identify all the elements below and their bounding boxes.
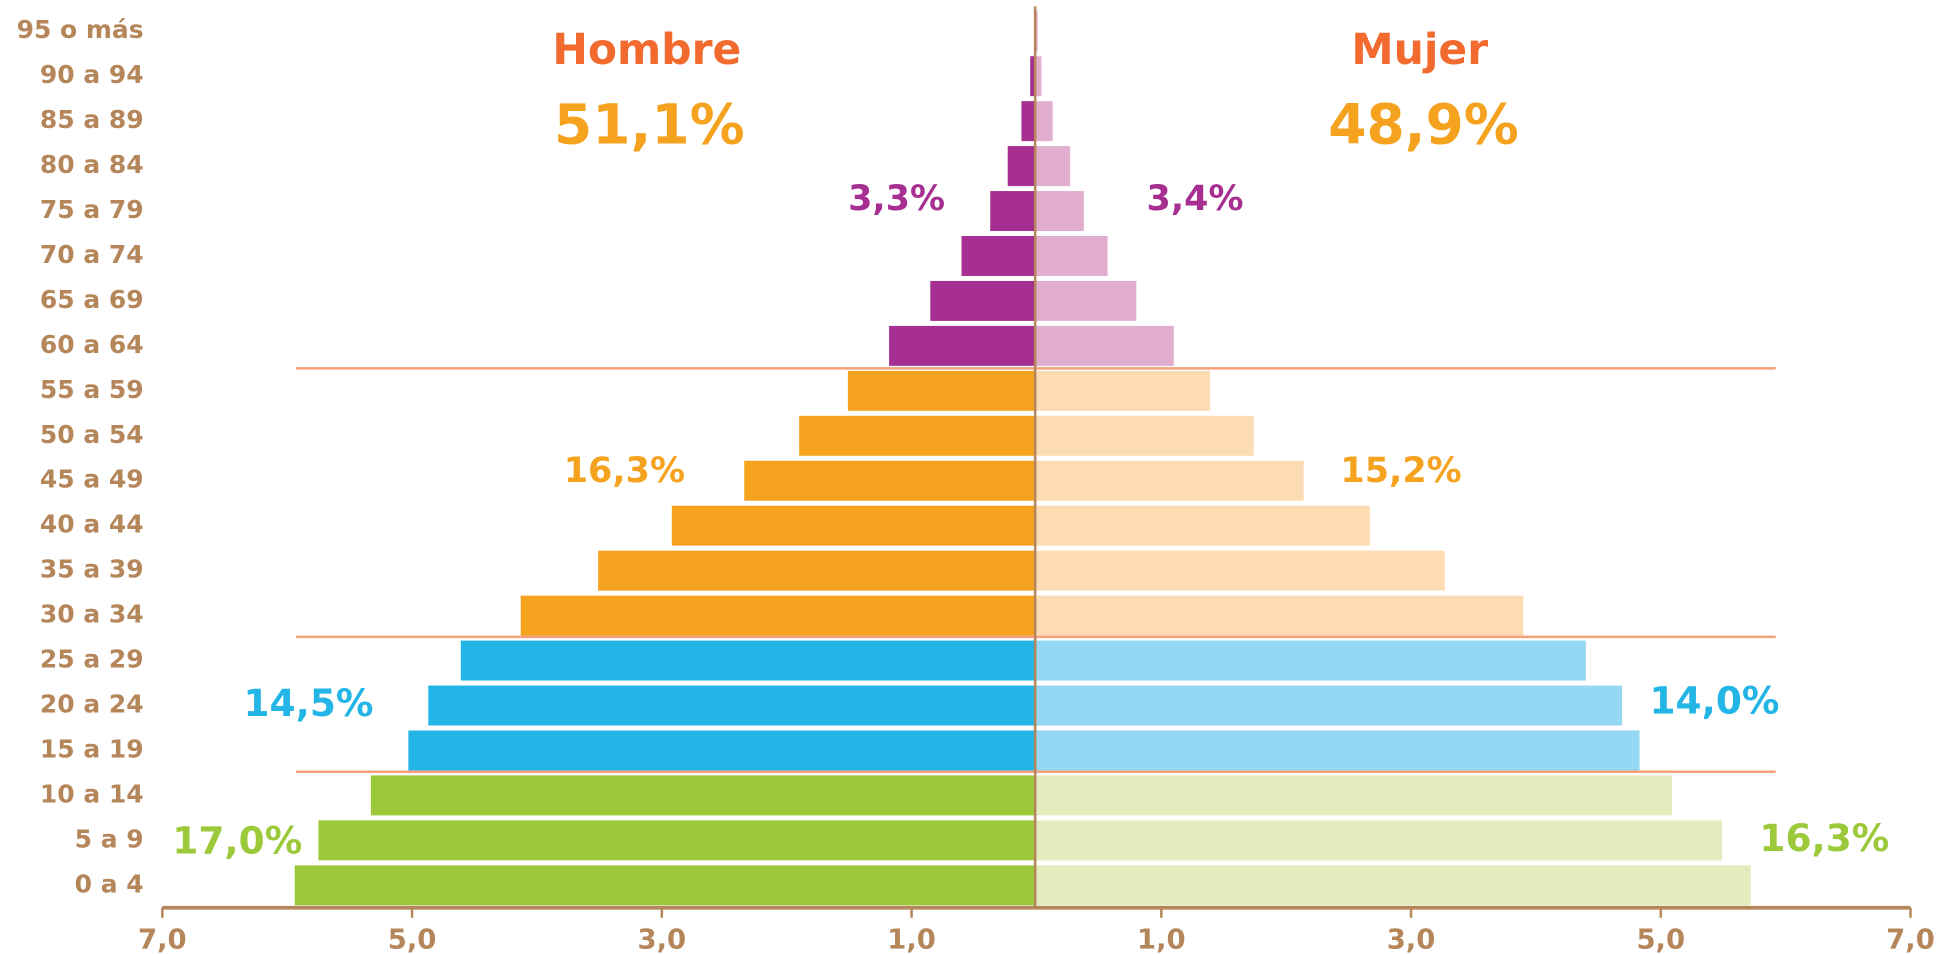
bar — [428, 685, 1036, 726]
bar — [1035, 550, 1445, 591]
bar — [1035, 460, 1304, 501]
x-tick-label: 5,0 — [388, 924, 437, 954]
bar — [671, 505, 1036, 546]
bar — [520, 595, 1036, 636]
annotation: 15,2% — [1340, 451, 1461, 491]
bar — [370, 775, 1036, 816]
bar — [799, 415, 1036, 456]
age-label: 15 a 19 — [40, 734, 144, 763]
annotation: 16,3% — [564, 451, 685, 491]
bar — [1035, 101, 1053, 142]
age-label: 5 a 9 — [75, 824, 144, 853]
age-label: 10 a 14 — [40, 779, 144, 808]
age-label: 25 a 29 — [40, 645, 144, 674]
bar — [1021, 101, 1036, 142]
x-tick-label: 3,0 — [1387, 924, 1436, 954]
age-label: 85 a 89 — [40, 105, 144, 134]
series-title: Hombre — [552, 26, 741, 75]
bar — [1035, 595, 1524, 636]
bar — [990, 191, 1036, 232]
x-tick-label: 7,0 — [138, 924, 187, 954]
bar — [1035, 415, 1254, 456]
annotation: 48,9% — [1328, 93, 1519, 157]
bar — [1035, 505, 1370, 546]
bar — [1035, 685, 1623, 726]
series-title: Mujer — [1351, 26, 1488, 75]
bar — [889, 325, 1036, 366]
age-label: 75 a 79 — [40, 195, 144, 224]
bar — [1035, 191, 1084, 232]
bar — [1035, 56, 1042, 97]
bar — [1035, 146, 1071, 187]
x-tick-label: 3,0 — [637, 924, 686, 954]
bar — [744, 460, 1036, 501]
age-label: 30 a 34 — [40, 600, 144, 629]
annotation: 51,1% — [554, 93, 745, 157]
age-label: 20 a 24 — [40, 690, 144, 719]
x-tick-label: 1,0 — [887, 924, 936, 954]
bar — [847, 370, 1036, 411]
age-label: 55 a 59 — [40, 375, 144, 404]
age-label: 0 a 4 — [75, 869, 144, 898]
age-label: 70 a 74 — [40, 240, 144, 269]
bar — [1035, 775, 1673, 816]
bar — [1035, 640, 1586, 681]
bar — [318, 820, 1036, 861]
bar — [294, 865, 1036, 906]
age-label: 65 a 69 — [40, 285, 144, 314]
age-label: 95 o más — [17, 15, 144, 44]
x-tick-label: 7,0 — [1886, 924, 1935, 954]
age-label: 90 a 94 — [40, 60, 144, 89]
age-label: 50 a 54 — [40, 420, 144, 449]
annotation: 16,3% — [1759, 816, 1889, 860]
bar — [930, 280, 1036, 321]
bar — [1035, 865, 1751, 906]
age-label: 35 a 39 — [40, 555, 144, 584]
annotation: 3,4% — [1147, 179, 1244, 219]
annotation: 14,5% — [243, 681, 373, 725]
age-label: 80 a 84 — [40, 150, 144, 179]
bar — [408, 730, 1036, 771]
annotation: 3,3% — [848, 179, 945, 219]
x-tick-label: 5,0 — [1636, 924, 1685, 954]
bar — [1035, 325, 1174, 366]
bar — [961, 236, 1036, 276]
age-label: 60 a 64 — [40, 330, 144, 359]
bar — [598, 550, 1036, 591]
age-label: 40 a 44 — [40, 510, 144, 539]
bar — [460, 640, 1036, 681]
annotation: 14,0% — [1650, 679, 1780, 723]
bar — [1035, 370, 1211, 411]
bar — [1035, 280, 1137, 321]
annotation: 17,0% — [172, 818, 302, 862]
bar — [1035, 820, 1722, 861]
bar — [1030, 56, 1036, 97]
bar — [1035, 236, 1108, 276]
x-tick-label: 1,0 — [1137, 924, 1186, 954]
bar — [1007, 146, 1036, 187]
age-label: 45 a 49 — [40, 465, 144, 494]
bar — [1035, 730, 1640, 771]
